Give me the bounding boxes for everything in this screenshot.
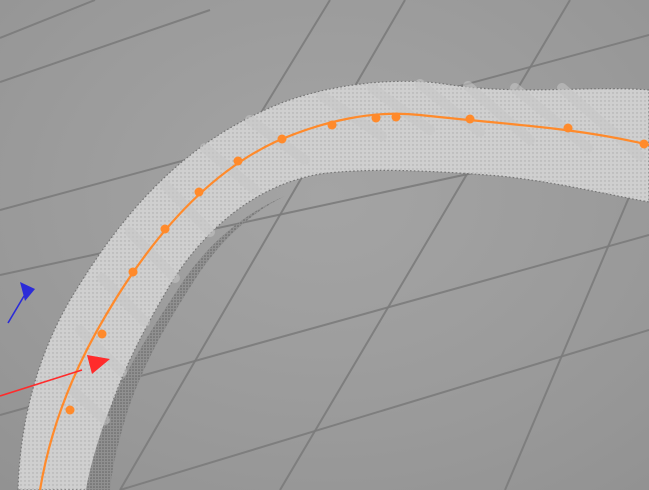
grid-line <box>279 0 571 490</box>
rope-strand <box>367 83 435 135</box>
spline-control-point[interactable] <box>391 112 401 122</box>
grid-line <box>504 149 649 490</box>
axis-gizmo[interactable] <box>0 282 110 397</box>
spline-control-point[interactable] <box>327 120 337 130</box>
rope-strand <box>125 227 180 283</box>
rope-strand <box>510 83 593 153</box>
grid-line <box>0 0 96 39</box>
spline-control-point[interactable] <box>563 123 573 133</box>
spline-control-point[interactable] <box>194 187 204 197</box>
spline-control-point[interactable] <box>160 224 170 234</box>
spline-path[interactable] <box>38 112 649 490</box>
spline-control-point[interactable] <box>465 114 475 124</box>
grid-line <box>119 0 406 490</box>
rope-strand <box>415 79 485 137</box>
spline-control-point[interactable] <box>128 267 138 277</box>
x-axis-arrowhead-icon[interactable] <box>87 355 110 374</box>
x-axis-line <box>0 369 83 397</box>
spline-control-point[interactable] <box>233 156 243 166</box>
z-axis-handle[interactable] <box>7 282 35 324</box>
rope-mesh[interactable] <box>17 80 649 490</box>
spline-object[interactable] <box>38 112 649 490</box>
rope-strand <box>160 180 215 237</box>
spline-control-point[interactable] <box>371 113 381 123</box>
spline-control-point[interactable] <box>277 134 287 144</box>
spline-control-point[interactable] <box>639 139 649 149</box>
z-axis-arrowhead-icon[interactable] <box>20 282 35 301</box>
spline-control-point[interactable] <box>65 405 75 415</box>
rope-shadow <box>86 196 285 490</box>
x-axis-handle[interactable] <box>0 355 110 397</box>
grid-line <box>0 9 211 83</box>
rope-strand <box>75 325 127 377</box>
z-axis-line <box>7 295 25 324</box>
spline-control-point[interactable] <box>97 329 107 339</box>
rope-strand <box>557 83 645 161</box>
rope-strand <box>463 81 535 145</box>
rope-strand <box>317 91 387 141</box>
rope-strand <box>97 273 150 327</box>
